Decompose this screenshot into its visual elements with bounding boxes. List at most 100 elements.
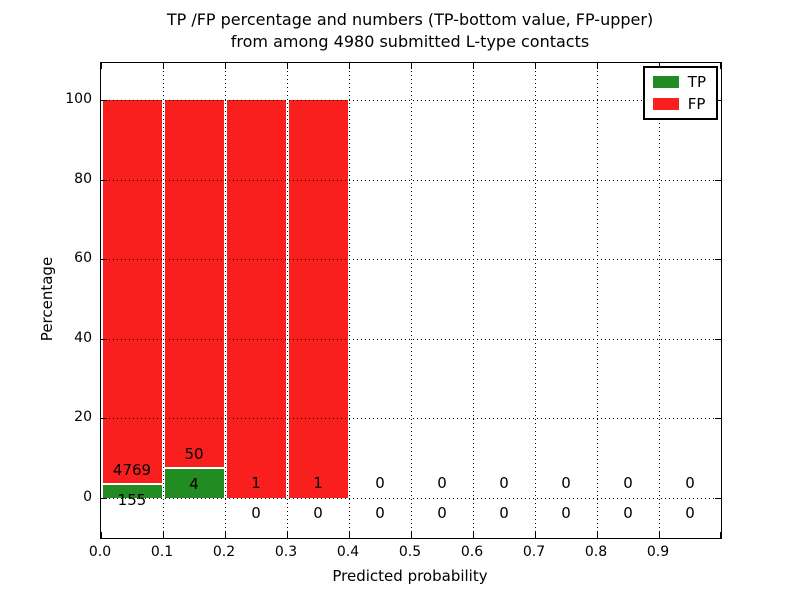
tick-mark-y xyxy=(715,338,721,340)
x-tick-label: 0.8 xyxy=(584,544,608,560)
fp-count-label-8: 0 xyxy=(623,474,633,492)
fp-count-label-0: 4769 xyxy=(112,461,152,480)
y-tick-label: 60 xyxy=(74,250,92,267)
gridline-horizontal xyxy=(101,259,721,261)
fp-count-label-4: 0 xyxy=(375,474,385,492)
tick-mark-y xyxy=(101,418,107,420)
tick-mark-y xyxy=(715,179,721,181)
x-tick-label: 0.0 xyxy=(88,544,112,560)
tick-mark-x xyxy=(349,63,350,69)
fp-count-label-9: 0 xyxy=(685,474,695,492)
tick-mark-x xyxy=(411,532,412,538)
fp-swatch-icon xyxy=(652,98,679,110)
gridline-vertical xyxy=(163,63,164,538)
legend-item-fp: FP xyxy=(652,95,706,113)
bar-segment-tp-1 xyxy=(164,468,224,498)
gridline-vertical xyxy=(535,63,536,538)
tick-mark-x xyxy=(411,63,412,69)
tick-mark-x xyxy=(720,532,721,538)
tick-mark-y xyxy=(101,179,107,181)
bar-segment-tp-0 xyxy=(102,485,162,498)
tick-mark-x xyxy=(225,532,226,538)
tick-mark-y xyxy=(101,338,107,340)
tick-mark-y xyxy=(101,498,107,499)
chart-title-line1: TP /FP percentage and numbers (TP-bottom… xyxy=(166,10,654,29)
gridline-vertical xyxy=(287,63,288,538)
x-tick-label: 0.1 xyxy=(150,544,174,560)
x-tick-label: 0.5 xyxy=(398,544,422,560)
x-tick-label: 0.7 xyxy=(522,544,546,560)
gridline-vertical xyxy=(597,63,598,538)
tick-mark-y xyxy=(715,100,721,101)
gridline-horizontal xyxy=(101,498,721,499)
y-tick-label: 0 xyxy=(83,489,92,505)
x-tick-label: 0.9 xyxy=(646,544,670,560)
bar-segment-fp-1 xyxy=(164,100,224,467)
plot-area: TP FP 4769 155 50 4 1 0 1 0 0 0 0 0 0 0 0 0 0 0 0 0 xyxy=(100,62,722,539)
fp-count-label-3: 1 xyxy=(313,474,323,492)
tick-mark-x xyxy=(720,63,721,69)
tp-count-label-3: 0 xyxy=(313,504,323,522)
legend-item-tp: TP xyxy=(652,73,706,91)
fp-count-label-7: 0 xyxy=(561,474,571,492)
gridline-vertical xyxy=(473,63,474,538)
tick-mark-x xyxy=(287,63,288,69)
y-tick-label: 80 xyxy=(74,170,92,187)
tick-mark-x xyxy=(535,532,536,538)
tick-mark-x xyxy=(473,532,474,538)
tp-count-label-7: 0 xyxy=(561,504,571,522)
gridline-vertical xyxy=(659,63,660,538)
x-tick-label: 0.6 xyxy=(460,544,484,560)
chart-title: TP /FP percentage and numbers (TP-bottom… xyxy=(100,9,720,53)
tick-mark-x xyxy=(659,532,660,538)
tp-count-label-9: 0 xyxy=(685,504,695,522)
legend: TP FP xyxy=(642,66,718,120)
tp-swatch-icon xyxy=(652,76,679,88)
gridline-horizontal xyxy=(101,100,721,101)
tick-mark-x xyxy=(349,532,350,538)
bar-segment-fp-2 xyxy=(226,100,286,498)
tick-mark-y xyxy=(101,100,107,101)
x-tick-label: 0.4 xyxy=(336,544,360,560)
gridline-horizontal xyxy=(101,338,721,340)
tp-count-label-8: 0 xyxy=(623,504,633,522)
gridline-vertical xyxy=(225,63,226,538)
tp-count-label-6: 0 xyxy=(499,504,509,522)
tick-mark-x xyxy=(473,63,474,69)
tick-mark-x xyxy=(225,63,226,69)
gridline-vertical xyxy=(349,63,350,538)
tick-mark-x xyxy=(163,532,164,538)
tick-mark-y xyxy=(101,259,107,261)
legend-label-tp: TP xyxy=(687,73,706,91)
fp-count-label-6: 0 xyxy=(499,474,509,492)
tick-mark-x xyxy=(597,532,598,538)
tick-mark-x xyxy=(101,532,102,538)
bar-segment-fp-3 xyxy=(288,100,348,498)
fp-count-label-2: 1 xyxy=(251,474,261,492)
tp-count-label-4: 0 xyxy=(375,504,385,522)
tick-mark-x xyxy=(535,63,536,69)
x-tick-label: 0.3 xyxy=(274,544,298,560)
gridline-horizontal xyxy=(101,179,721,181)
tick-mark-y xyxy=(715,259,721,261)
tp-count-label-2: 0 xyxy=(251,504,261,522)
tick-mark-x xyxy=(101,63,102,69)
x-axis-label: Predicted probability xyxy=(332,567,488,585)
tp-count-label-0: 155 xyxy=(117,491,147,510)
y-tick-label: 20 xyxy=(74,409,92,426)
gridline-horizontal xyxy=(101,418,721,420)
y-tick-label: 40 xyxy=(74,329,92,346)
tp-count-label-5: 0 xyxy=(437,504,447,522)
fp-count-label-5: 0 xyxy=(437,474,447,492)
y-tick-label: 100 xyxy=(65,91,92,107)
chart-title-line2: from among 4980 submitted L-type contact… xyxy=(230,32,590,51)
fp-count-label-1: 50 xyxy=(184,444,204,463)
tick-mark-x xyxy=(597,63,598,69)
tp-count-label-1: 4 xyxy=(189,474,199,493)
x-tick-label: 0.2 xyxy=(212,544,236,560)
bar-segment-fp-0 xyxy=(102,100,162,484)
tick-mark-y xyxy=(715,418,721,420)
legend-label-fp: FP xyxy=(687,95,706,113)
gridline-vertical xyxy=(411,63,412,538)
